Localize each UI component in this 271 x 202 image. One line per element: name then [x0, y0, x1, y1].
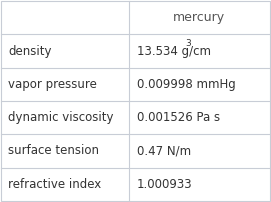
Text: 3: 3 — [185, 39, 191, 48]
Text: mercury: mercury — [173, 11, 225, 24]
Text: 0.009998 mmHg: 0.009998 mmHg — [137, 78, 235, 91]
Text: 13.534 g/cm: 13.534 g/cm — [137, 44, 211, 58]
Text: 0.47 N/m: 0.47 N/m — [137, 144, 191, 158]
Text: 1.000933: 1.000933 — [137, 178, 192, 191]
Text: surface tension: surface tension — [8, 144, 99, 158]
Text: dynamic viscosity: dynamic viscosity — [8, 111, 114, 124]
Text: refractive index: refractive index — [8, 178, 101, 191]
Text: 0.001526 Pa s: 0.001526 Pa s — [137, 111, 220, 124]
Text: density: density — [8, 44, 51, 58]
Text: vapor pressure: vapor pressure — [8, 78, 97, 91]
